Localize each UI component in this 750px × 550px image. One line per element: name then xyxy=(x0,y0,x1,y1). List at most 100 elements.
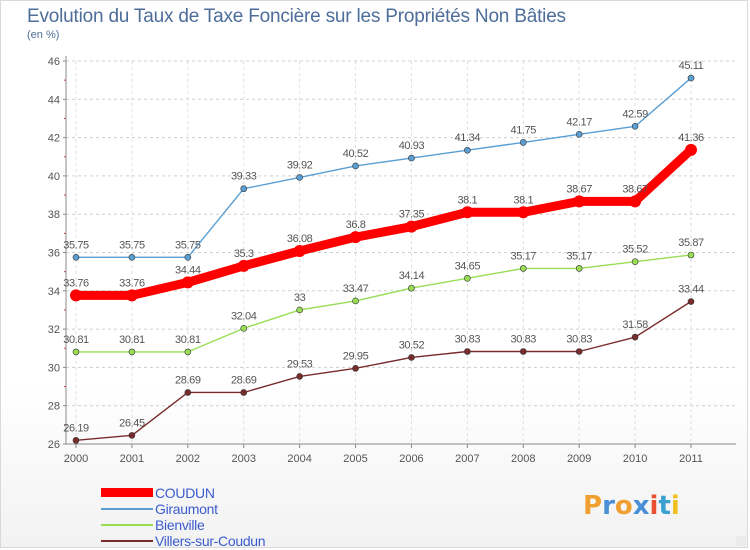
data-label: 35.87 xyxy=(678,237,704,249)
series-line-bienville xyxy=(75,254,692,353)
y-tick-label: 32 xyxy=(48,324,60,336)
data-label: 32.04 xyxy=(231,310,257,322)
proxiti-logo[interactable]: Proxiti xyxy=(583,491,680,521)
data-point xyxy=(687,298,695,305)
resize-corner xyxy=(736,536,746,546)
data-label: 42.17 xyxy=(566,116,592,128)
data-point xyxy=(519,348,527,355)
data-label: 30.83 xyxy=(566,334,592,346)
legend-label: Giraumont xyxy=(155,501,218,517)
x-tick-label: 2001 xyxy=(120,453,144,465)
x-tick-label: 2002 xyxy=(176,453,200,465)
data-label: 30.81 xyxy=(175,334,201,346)
data-label: 38.1 xyxy=(457,194,477,206)
x-tick-label: 2011 xyxy=(679,453,703,465)
data-point xyxy=(575,131,583,138)
data-label: 35.52 xyxy=(622,244,648,256)
data-label: 39.33 xyxy=(231,171,257,183)
data-label: 30.83 xyxy=(455,334,481,346)
data-label: 26.19 xyxy=(63,422,89,434)
data-point xyxy=(296,306,303,314)
data-label: 35.75 xyxy=(119,239,145,251)
x-tick-label: 2009 xyxy=(567,453,591,465)
data-label: 29.95 xyxy=(343,350,369,362)
data-label: 36.8 xyxy=(346,219,366,231)
data-point xyxy=(464,275,471,282)
logo-letter: o xyxy=(614,491,633,521)
data-point xyxy=(408,284,415,292)
data-label: 28.69 xyxy=(175,374,201,386)
data-label: 38.1 xyxy=(513,194,533,206)
data-point xyxy=(296,174,303,181)
data-label: 38.67 xyxy=(622,183,648,195)
data-point xyxy=(349,231,362,244)
data-label: 34.44 xyxy=(175,264,201,276)
legend-label: COUDUN xyxy=(155,485,215,501)
data-point xyxy=(72,253,80,261)
y-tick-label: 46 xyxy=(48,56,60,68)
data-point xyxy=(687,251,695,259)
data-point xyxy=(519,265,527,272)
data-point xyxy=(687,74,695,82)
legend-swatch xyxy=(101,488,153,497)
data-label: 36.08 xyxy=(287,233,313,245)
logo-letter: i xyxy=(670,491,680,521)
legend-swatch xyxy=(101,524,153,526)
data-label: 33.76 xyxy=(63,277,89,289)
logo-letter: t xyxy=(658,491,671,521)
data-label: 28.69 xyxy=(231,374,257,386)
data-point xyxy=(128,432,136,439)
data-point xyxy=(408,154,415,162)
data-label: 34.14 xyxy=(399,270,425,282)
x-tick-label: 2007 xyxy=(455,453,479,465)
data-point xyxy=(184,348,192,356)
data-point xyxy=(575,265,583,272)
y-tick-label: 42 xyxy=(48,133,60,145)
data-label: 30.81 xyxy=(119,334,145,346)
data-point xyxy=(296,373,303,380)
data-label: 35.17 xyxy=(566,250,592,262)
data-point xyxy=(70,289,82,302)
data-point xyxy=(405,220,418,233)
data-label: 33.44 xyxy=(678,284,704,296)
data-point xyxy=(464,348,471,355)
data-point xyxy=(575,348,583,355)
data-point xyxy=(181,276,194,289)
data-point xyxy=(240,185,248,193)
data-label: 35.75 xyxy=(63,239,89,251)
x-tick-label: 2000 xyxy=(64,453,88,465)
data-label: 35.75 xyxy=(175,239,201,251)
data-point xyxy=(631,333,639,341)
data-point xyxy=(128,253,136,261)
data-point xyxy=(461,206,474,219)
data-point xyxy=(519,139,527,146)
data-label: 37.35 xyxy=(399,209,425,221)
series-line-giraumont xyxy=(75,77,692,258)
x-tick-label: 2003 xyxy=(231,453,255,465)
data-point xyxy=(631,258,639,265)
legend-swatch xyxy=(101,508,153,510)
data-label: 34.65 xyxy=(455,260,481,272)
y-tick-label: 38 xyxy=(48,209,60,221)
data-point xyxy=(631,123,639,130)
data-point xyxy=(72,437,80,444)
data-label: 41.36 xyxy=(678,132,704,144)
data-label: 26.45 xyxy=(119,417,145,429)
data-label: 41.75 xyxy=(511,124,537,136)
data-point xyxy=(573,195,586,208)
data-label: 30.52 xyxy=(399,339,425,351)
data-point xyxy=(517,206,530,219)
data-point xyxy=(293,244,306,257)
series-line-villers-sur-coudun xyxy=(75,300,692,442)
data-point xyxy=(685,143,697,156)
data-label: 29.53 xyxy=(287,358,313,370)
data-label: 33 xyxy=(294,292,306,304)
logo-letter: x xyxy=(632,491,650,521)
data-point xyxy=(240,389,248,396)
data-label: 38.67 xyxy=(566,183,592,195)
legend-swatch xyxy=(101,540,153,542)
data-label: 31.58 xyxy=(622,319,648,331)
data-label: 30.83 xyxy=(511,334,537,346)
